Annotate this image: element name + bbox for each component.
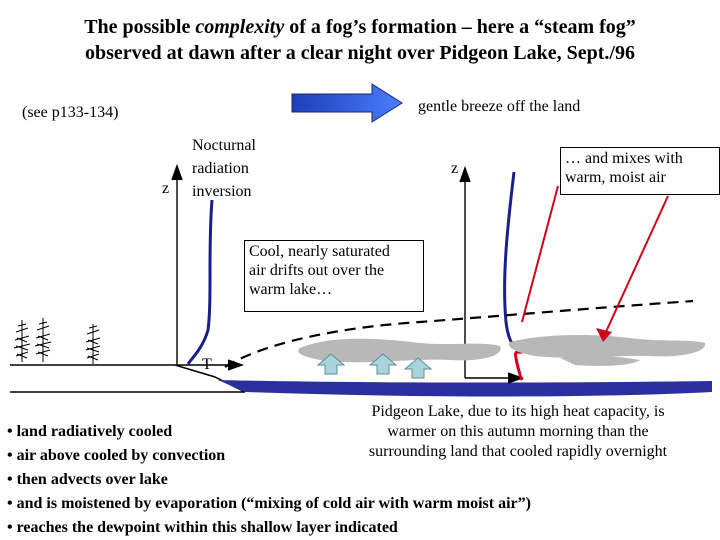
breeze-label: gentle breeze off the land <box>418 98 581 115</box>
title-text: of a fog’s formation – here a “steam fog… <box>284 16 636 38</box>
lake-profile-axes <box>459 165 525 384</box>
lake-profile-blue-curve <box>503 171 523 354</box>
inversion-z-label: z <box>162 180 170 197</box>
evaporation-arrow-3 <box>403 357 433 379</box>
cool-air-line-2: air drifts out over the <box>249 262 385 279</box>
tree-icon <box>85 324 101 364</box>
lake-note-line-1: Pidgeon Lake, due to its high heat capac… <box>371 403 665 420</box>
evaporation-arrow-1 <box>316 353 346 375</box>
callout-line-upper <box>521 185 559 323</box>
bullet-item: • reaches the dewpoint within this shall… <box>7 519 398 536</box>
inversion-label-line-2: radiation <box>192 160 249 177</box>
inversion-profile-curve <box>186 199 214 365</box>
title-emphasis: complexity <box>195 16 285 38</box>
lake-profile-z-label: z <box>451 160 459 177</box>
lake-note-line-2: warmer on this autumn morning than the <box>387 423 649 440</box>
tree-icon <box>34 318 52 362</box>
bullet-item: • land radiatively cooled <box>7 423 173 440</box>
evaporation-arrows <box>316 353 433 379</box>
cool-air-callout: Cool, nearly saturated air drifts out ov… <box>244 240 424 312</box>
cool-air-line-3: warm lake… <box>249 281 333 298</box>
mixing-callout: … and mixes with warm, moist air <box>560 147 720 195</box>
bullet-item: • and is moistened by evaporation (“mixi… <box>7 495 531 512</box>
callout-arrowhead <box>596 328 612 342</box>
fog-patches <box>298 334 706 366</box>
inversion-label-line-1: Nocturnal <box>192 137 256 154</box>
bullet-item: • air above cooled by convection <box>7 447 226 464</box>
inversion-label-line-3: inversion <box>192 183 252 200</box>
title-line-1: The possible complexity of a fog’s forma… <box>0 14 720 40</box>
shallow-layer-boundary <box>224 299 694 368</box>
tree-icon <box>13 320 31 362</box>
title-line-2: observed at dawn after a clear night ove… <box>85 42 635 64</box>
cool-air-line-1: Cool, nearly saturated <box>249 243 390 260</box>
mixing-line-1: … and mixes with <box>565 150 683 167</box>
lake-note-line-3: surrounding land that cooled rapidly ove… <box>368 443 668 460</box>
page-reference: (see p133-134) <box>22 104 119 121</box>
mixing-line-2: warm, moist air <box>565 169 666 186</box>
evaporation-arrow-2 <box>368 353 398 375</box>
lake-note: Pidgeon Lake, due to its high heat capac… <box>318 402 718 462</box>
lake-body <box>218 380 712 397</box>
title-text: The possible <box>84 16 196 38</box>
slide-title: The possible complexity of a fog’s forma… <box>0 14 720 66</box>
bullet-list: • land radiatively cooled • air above co… <box>7 420 531 540</box>
temperature-axis-label: T <box>202 356 212 373</box>
bullet-item: • then advects over lake <box>7 471 168 488</box>
breeze-arrow <box>291 83 403 123</box>
callout-line-lower <box>604 195 669 335</box>
